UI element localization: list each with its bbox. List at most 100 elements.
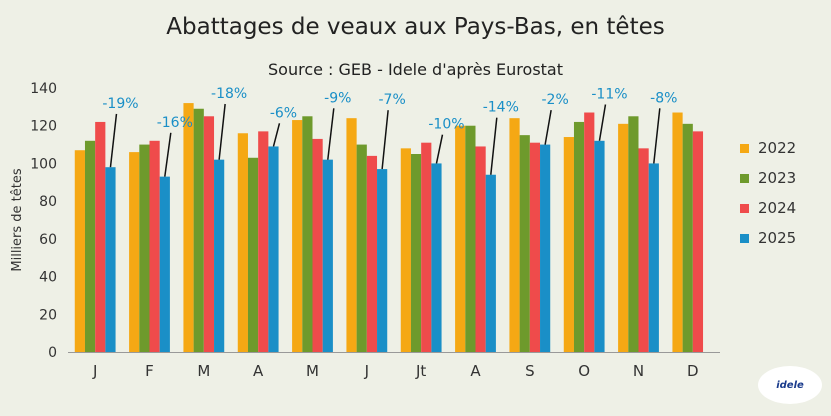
y-tick-label: 20	[39, 307, 57, 323]
bar-2023-11	[628, 116, 639, 353]
bar-2023-12	[682, 123, 693, 352]
bar-2024-3	[203, 116, 215, 353]
bar-2022-11	[618, 123, 629, 352]
legend-swatch	[740, 233, 749, 243]
annotation-label: -18%	[211, 86, 247, 102]
annotation-label: -2%	[542, 92, 569, 108]
bar-2023-8	[465, 125, 476, 352]
x-tick-label: J	[92, 362, 97, 380]
legend-label: 2023	[758, 169, 797, 187]
idele-logo: idele	[758, 366, 822, 404]
annotation-label: -19%	[102, 96, 138, 112]
annotation-label: -7%	[379, 92, 406, 108]
bar-2025-6	[377, 169, 388, 352]
bar-2023-5	[302, 116, 313, 353]
x-tick-label: O	[578, 362, 590, 380]
annotation-label: -11%	[591, 87, 627, 103]
bar-2023-9	[519, 135, 530, 352]
annotations: -19% -16% -18% -6% -9% -7% -10% -14% -2% -11% -8%	[102, 86, 677, 177]
legend-swatch	[740, 143, 749, 153]
bar-2022-9	[509, 118, 520, 353]
bar-2023-10	[573, 121, 585, 352]
bar-2025-9	[540, 144, 551, 352]
bar-2023-4	[247, 157, 259, 352]
bar-2022-1	[74, 150, 85, 352]
annotation-label: -8%	[650, 90, 677, 106]
legend-label: 2024	[758, 199, 797, 217]
bar-2023-1	[84, 140, 96, 352]
legend-label: 2025	[758, 229, 797, 247]
x-tick-label: M	[306, 362, 319, 380]
x-tick-label: N	[633, 362, 644, 380]
annotation-label: -14%	[483, 100, 519, 116]
bar-2024-10	[584, 112, 595, 352]
annotation-leader-line	[218, 103, 226, 160]
annotation-leader-line	[272, 123, 281, 147]
x-tick-label: M	[197, 362, 210, 380]
bar-2023-3	[193, 108, 204, 352]
annotation-leader-line	[109, 113, 118, 168]
legend-swatch	[740, 203, 749, 213]
bar-2022-8	[455, 125, 466, 352]
bar-2022-10	[563, 137, 574, 352]
bar-2025-4	[268, 146, 279, 352]
bar-2023-6	[356, 144, 367, 352]
x-tick-label: A	[253, 362, 264, 380]
annotation-label: -10%	[428, 117, 464, 133]
bar-2022-5	[292, 120, 303, 352]
bar-2022-3	[183, 103, 194, 352]
y-tick-label: 0	[48, 345, 57, 361]
bar-2025-2	[159, 176, 170, 352]
bar-2022-7	[400, 148, 411, 352]
bar-2025-1	[105, 167, 116, 352]
annotation-leader-line	[598, 104, 607, 141]
legend-item-2023: 2023	[740, 163, 796, 193]
bar-2025-10	[594, 140, 605, 352]
x-tick-label: F	[145, 362, 154, 380]
x-tick-label: J	[364, 362, 369, 380]
bar-2024-5	[312, 138, 323, 352]
logo-text: idele	[776, 379, 804, 391]
legend: 2022 2023 2024 2025	[740, 133, 796, 253]
bar-2025-7	[431, 163, 442, 352]
bar-2022-6	[346, 118, 357, 353]
bar-2025-5	[322, 159, 333, 352]
bars	[74, 103, 704, 353]
annotation-label: -16%	[157, 115, 193, 131]
legend-label: 2022	[758, 139, 797, 157]
bar-2022-12	[672, 112, 683, 352]
chart-subtitle: Source : GEB - Idele d'après Eurostat	[268, 60, 563, 79]
annotation-leader-line	[653, 108, 661, 164]
bar-2024-2	[149, 140, 160, 352]
bar-2025-11	[648, 163, 659, 352]
annotation-leader-line	[381, 110, 389, 170]
bar-2024-7	[421, 142, 432, 352]
y-axis-label-group: Milliers de têtes	[10, 168, 25, 271]
y-tick-label: 100	[30, 156, 57, 172]
x-tick-label: D	[687, 362, 699, 380]
annotation-label: -6%	[270, 105, 297, 121]
legend-swatch	[740, 173, 749, 183]
annotation-leader-line	[164, 132, 172, 177]
annotation-leader-line	[490, 117, 498, 175]
annotation-label: -9%	[324, 90, 351, 106]
legend-item-2022: 2022	[740, 133, 796, 163]
y-tick-label: 60	[39, 232, 57, 248]
legend-item-2024: 2024	[740, 193, 796, 223]
bar-2024-6	[366, 155, 378, 352]
annotation-leader-line	[435, 134, 444, 164]
y-tick-label: 140	[30, 81, 57, 97]
bar-2024-4	[258, 131, 269, 352]
y-tick-label: 80	[39, 194, 57, 210]
x-tick-label: A	[470, 362, 481, 380]
x-tick-label: S	[525, 362, 535, 380]
bar-2024-8	[475, 146, 486, 352]
bar-2024-11	[638, 148, 649, 352]
bar-2022-2	[129, 152, 140, 352]
bar-2023-2	[139, 144, 150, 352]
x-axis-ticks: J F M A M J Jt A S O N D	[92, 362, 699, 380]
y-axis-label: Milliers de têtes	[10, 168, 25, 271]
bar-2022-4	[237, 133, 248, 352]
y-axis-ticks: 0 20 40 60 80 100 120 140	[30, 81, 57, 361]
